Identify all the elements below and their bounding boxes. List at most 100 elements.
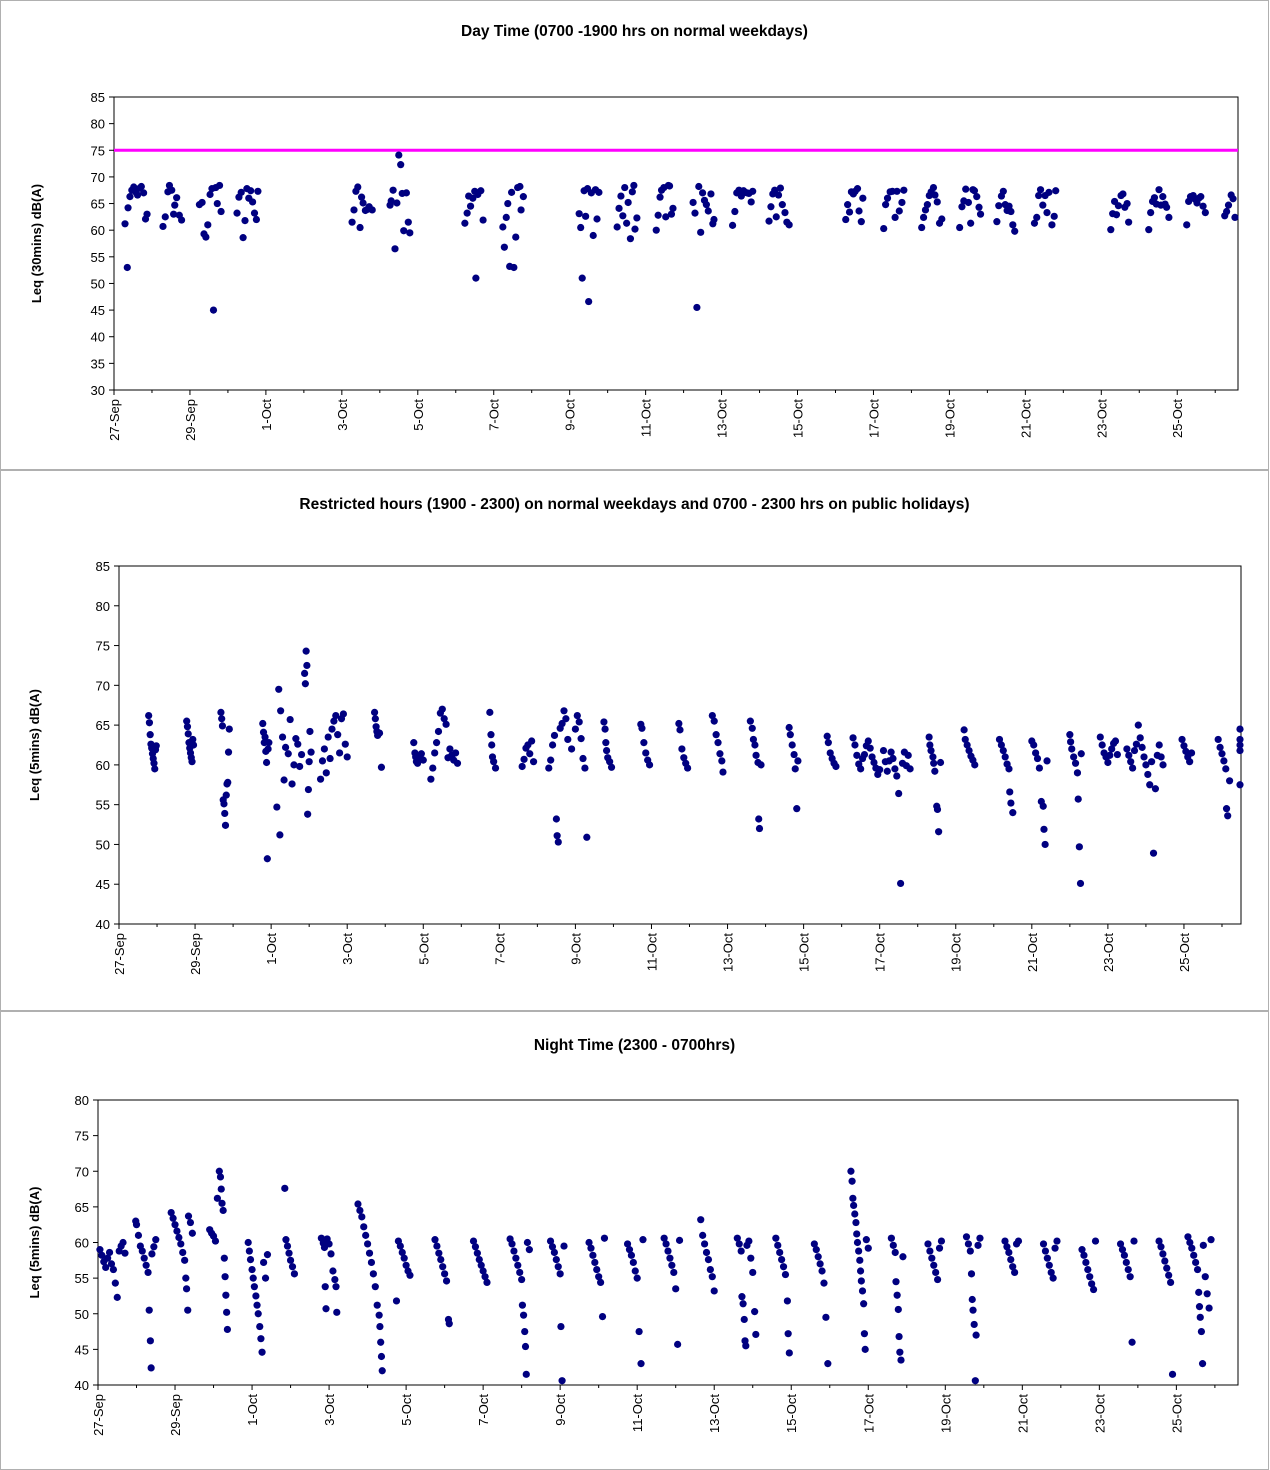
data-point (339, 710, 347, 718)
data-point (264, 745, 272, 753)
data-point (794, 757, 802, 765)
data-point (778, 201, 786, 209)
data-point (134, 1231, 143, 1239)
data-point (859, 194, 867, 202)
data-point (993, 218, 1001, 226)
data-point (1149, 849, 1158, 857)
data-point (283, 1242, 292, 1250)
data-point (281, 1184, 289, 1192)
x-tick-label: 1-Oct (264, 933, 279, 965)
data-point (145, 719, 154, 727)
data-point (1168, 1370, 1177, 1378)
data-point (335, 749, 344, 757)
data-point (1155, 1237, 1163, 1245)
data-point (606, 758, 614, 766)
y-tick-label: 60 (96, 758, 110, 773)
data-point (719, 768, 727, 776)
data-point (286, 715, 294, 724)
data-point (932, 1268, 940, 1277)
data-point (402, 189, 410, 197)
data-point (182, 1285, 191, 1293)
x-tick-label: 21-Oct (1025, 933, 1040, 972)
data-point (262, 758, 271, 767)
data-point (751, 741, 759, 749)
data-point (589, 1251, 597, 1259)
data-point (367, 1258, 376, 1267)
data-point (670, 1268, 678, 1277)
data-point (250, 1283, 258, 1291)
data-point (402, 1261, 410, 1269)
data-point (1220, 757, 1228, 765)
data-point (1005, 765, 1013, 773)
data-point (507, 188, 516, 196)
data-point (518, 1275, 526, 1284)
data-point (623, 1240, 632, 1248)
data-point (706, 1265, 714, 1274)
data-point (1159, 193, 1167, 201)
y-tick-label: 85 (91, 90, 105, 105)
data-point (781, 1270, 790, 1279)
data-point (250, 209, 259, 217)
data-point (593, 1265, 601, 1274)
data-point (1157, 753, 1165, 761)
data-point (183, 723, 192, 731)
data-point (973, 193, 981, 201)
data-point (740, 1315, 748, 1324)
y-tick-label: 40 (96, 917, 110, 932)
data-point (1009, 221, 1017, 229)
data-point (320, 745, 328, 753)
data-point (700, 1240, 709, 1248)
data-point (1007, 1256, 1015, 1264)
data-point (923, 201, 931, 209)
data-point (525, 1246, 533, 1254)
data-point (263, 1251, 272, 1259)
data-point (278, 733, 287, 741)
data-point (785, 221, 793, 229)
data-point (1163, 1264, 1171, 1272)
data-point (348, 218, 356, 226)
data-point (600, 718, 608, 726)
data-point (186, 1218, 195, 1227)
data-point (1039, 802, 1047, 810)
data-point (1066, 731, 1074, 739)
data-point (223, 1308, 231, 1316)
data-point (406, 229, 414, 237)
data-point (964, 198, 972, 207)
data-point (377, 1352, 386, 1361)
data-point (221, 821, 230, 829)
data-point (575, 210, 583, 218)
data-point (818, 1267, 826, 1275)
data-point (893, 772, 901, 780)
data-point (499, 223, 507, 231)
data-point (668, 1261, 676, 1269)
data-point (329, 1267, 337, 1275)
data-point (147, 1364, 155, 1372)
data-point (784, 1330, 792, 1338)
data-point (879, 746, 888, 755)
x-tick-label: 19-Oct (938, 1394, 953, 1433)
data-point (239, 234, 247, 242)
data-point (810, 1240, 818, 1248)
data-point (814, 1253, 822, 1261)
data-point (259, 719, 267, 728)
data-point (1203, 1290, 1211, 1298)
data-point (1197, 193, 1205, 201)
data-point (708, 1273, 716, 1281)
data-point (522, 1370, 530, 1378)
data-point (597, 1278, 605, 1286)
data-point (772, 1234, 780, 1242)
data-point (223, 1325, 232, 1334)
data-point (445, 1320, 453, 1328)
x-tick-label: 7-Oct (487, 399, 502, 431)
data-point (714, 739, 722, 747)
data-point (577, 223, 585, 232)
data-point (354, 183, 362, 191)
data-point (1236, 725, 1244, 733)
x-tick-label: 7-Oct (476, 1394, 491, 1426)
data-point (182, 1274, 190, 1282)
data-point (933, 1275, 942, 1284)
data-point (1005, 1248, 1013, 1257)
data-point (897, 1356, 905, 1364)
y-tick-label: 60 (75, 1236, 89, 1251)
data-point (1116, 1240, 1125, 1248)
